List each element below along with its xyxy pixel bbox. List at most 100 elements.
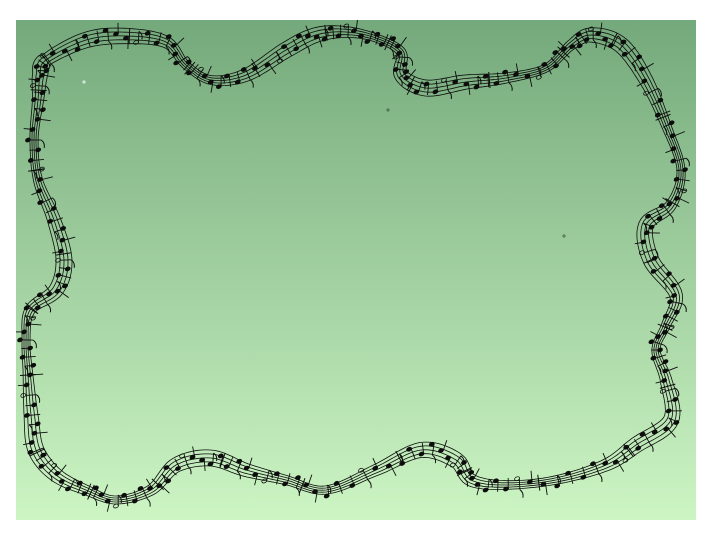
music-note <box>351 20 358 34</box>
music-note <box>550 57 559 69</box>
music-note <box>207 452 218 467</box>
music-note <box>243 457 253 471</box>
music-note <box>37 197 57 206</box>
music-note <box>514 476 524 498</box>
music-note <box>662 271 672 290</box>
music-note <box>670 278 685 288</box>
music-note <box>621 46 636 57</box>
bar-line <box>456 468 472 477</box>
music-note <box>658 203 674 223</box>
music-note <box>482 478 493 493</box>
bar-line <box>395 450 404 466</box>
music-note <box>393 54 414 66</box>
music-note <box>47 217 63 224</box>
music-note <box>282 473 291 487</box>
music-note <box>620 451 629 463</box>
music-note <box>396 61 408 67</box>
music-note <box>25 402 37 408</box>
music-note <box>21 345 33 351</box>
music-note <box>554 474 561 489</box>
music-note <box>54 226 66 240</box>
music-note <box>189 446 196 460</box>
music-note <box>648 339 668 354</box>
music-note <box>428 441 437 464</box>
music-note <box>661 330 677 338</box>
gradient-background <box>16 20 696 520</box>
music-note <box>612 459 625 472</box>
music-note <box>17 382 30 388</box>
music-note <box>444 455 451 468</box>
music-note <box>588 26 597 49</box>
music-note <box>385 463 397 477</box>
music-note <box>631 54 642 72</box>
bar-line <box>557 46 570 58</box>
music-note <box>33 298 41 311</box>
music-note <box>58 266 71 272</box>
music-note <box>74 39 81 52</box>
music-note <box>201 65 212 79</box>
music-note <box>35 452 46 462</box>
music-note <box>199 457 206 472</box>
music-note <box>358 467 372 489</box>
music-note <box>31 97 48 102</box>
music-note <box>650 331 661 339</box>
bar-line <box>643 256 659 264</box>
music-note <box>48 463 57 482</box>
music-note <box>580 466 587 480</box>
bar-line <box>537 474 541 491</box>
music-note <box>503 478 509 492</box>
music-note <box>33 90 46 96</box>
music-note <box>602 452 609 466</box>
music-note <box>48 43 56 56</box>
music-note <box>234 71 241 85</box>
music-note <box>673 176 690 182</box>
music-note <box>343 23 352 46</box>
music-note <box>93 30 100 44</box>
music-notes <box>16 20 690 512</box>
music-note <box>349 475 356 488</box>
music-note <box>536 66 542 80</box>
music-note <box>76 480 83 494</box>
music-note <box>165 34 172 55</box>
music-note <box>207 79 214 93</box>
bar-line <box>184 61 196 75</box>
music-note <box>665 146 677 154</box>
music-note <box>261 469 273 484</box>
music-note <box>651 347 663 353</box>
music-note <box>104 498 111 512</box>
music-note <box>52 248 64 254</box>
music-note <box>31 430 48 436</box>
music-note <box>639 62 654 72</box>
music-note <box>37 176 53 182</box>
music-note <box>527 470 533 485</box>
music-note <box>30 83 50 95</box>
music-note <box>281 44 293 57</box>
music-note <box>196 66 204 87</box>
music-note <box>34 116 51 122</box>
bar-line <box>55 252 72 256</box>
music-note <box>392 67 410 72</box>
green-gradient-canvas <box>16 20 696 520</box>
music-note <box>583 28 590 42</box>
bar-line <box>87 484 95 500</box>
music-note <box>662 366 678 374</box>
music-note <box>153 32 162 46</box>
speck-mark <box>82 80 86 84</box>
music-note <box>652 97 664 106</box>
music-note <box>54 464 67 476</box>
music-note <box>38 59 49 69</box>
music-note <box>650 354 667 361</box>
music-note <box>666 397 679 403</box>
music-note <box>56 280 68 290</box>
music-note <box>643 222 655 232</box>
music-note <box>663 426 676 438</box>
music-note <box>24 362 37 375</box>
music-note <box>662 313 678 322</box>
bar-line <box>29 448 45 457</box>
music-note <box>163 465 177 476</box>
music-note <box>161 473 172 484</box>
music-note <box>121 492 129 507</box>
music-note <box>432 80 439 95</box>
music-note <box>264 62 277 75</box>
music-note <box>669 131 686 139</box>
